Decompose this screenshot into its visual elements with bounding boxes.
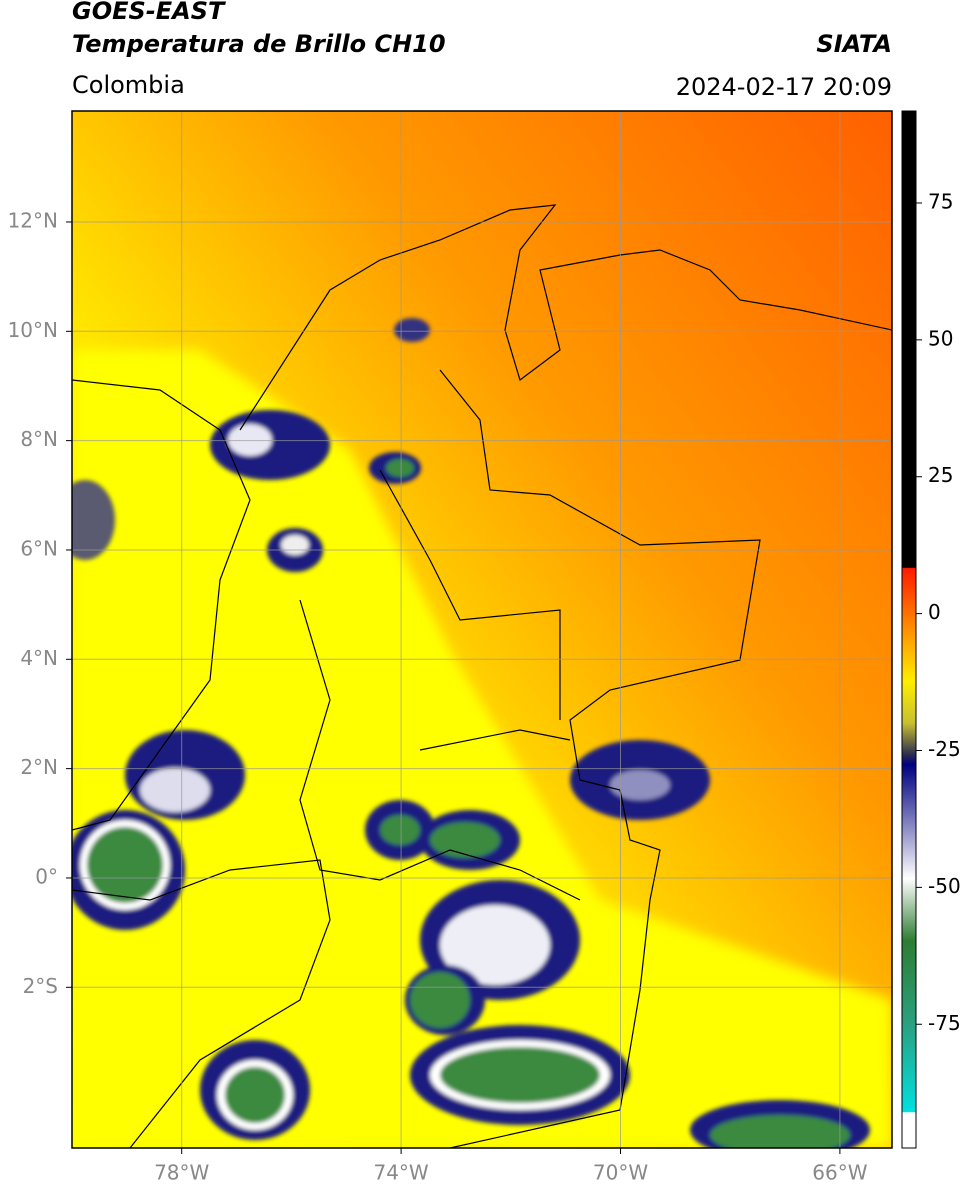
y-tick-label: 0° [35,864,58,888]
colorbar-tick-label: 0 [928,600,941,624]
y-tick-label: 6°N [20,536,58,560]
map-frame [71,110,893,1149]
y-tick-label: 2°N [20,755,58,779]
colorbar-tick-label: 25 [928,463,953,487]
y-tick-label: 10°N [8,318,58,342]
colorbar-tick-label: -50 [928,874,961,898]
colorbar-tick-label: -75 [928,1011,961,1035]
colorbar-tick-label: -25 [928,737,961,761]
colorbar-tick-label: 50 [928,326,953,350]
y-tick-label: 2°S [23,974,58,998]
x-tick-label: 74°W [373,1161,428,1185]
x-tick-label: 66°W [812,1161,867,1185]
subtitle: Temperatura de Brillo CH10 [72,30,446,58]
colorbar-tick-label: 75 [928,189,953,213]
datetime: 2024-02-17 20:09 [676,73,892,101]
region: Colombia [72,71,185,99]
x-tick-label: 70°W [593,1161,648,1185]
title: GOES-EAST [72,0,226,25]
x-tick-label: 78°W [154,1161,209,1185]
y-tick-label: 12°N [8,208,58,232]
y-tick-label: 4°N [20,646,58,670]
map-image [72,111,892,1148]
y-tick-label: 8°N [20,427,58,451]
colorbar [901,110,917,1149]
source: SIATA [816,30,892,58]
